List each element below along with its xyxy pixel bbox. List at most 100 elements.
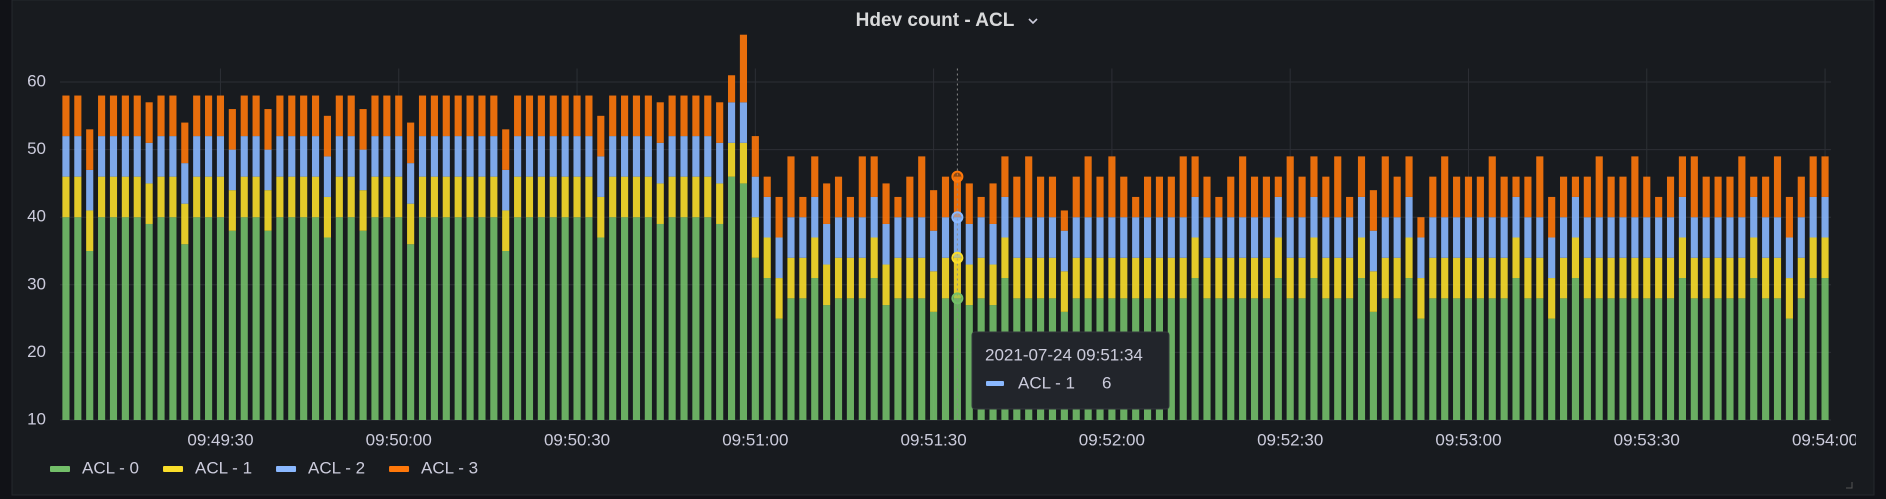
- bar-segment: [525, 217, 534, 420]
- bar-segment: [181, 122, 189, 164]
- bar-segment: [407, 122, 415, 164]
- bar-segment: [621, 136, 629, 177]
- bar-segment: [989, 183, 997, 224]
- bar-segment: [668, 136, 676, 177]
- bar-segment: [1310, 237, 1318, 279]
- bar-segment: [478, 136, 486, 177]
- bar-segment: [704, 176, 712, 218]
- bar-segment: [252, 95, 260, 137]
- bar-segment: [1286, 298, 1294, 420]
- bar-segment: [870, 156, 878, 197]
- bar-segment: [870, 278, 878, 420]
- bar-segment: [1643, 298, 1651, 420]
- bar-segment: [965, 223, 973, 265]
- bar-segment: [1369, 271, 1377, 312]
- bar-segment: [300, 136, 308, 177]
- bar-segment: [264, 149, 272, 191]
- bar-segment: [205, 176, 213, 218]
- bar-segment: [1785, 237, 1793, 279]
- bar-segment: [1346, 217, 1354, 258]
- bar-segment: [490, 95, 498, 137]
- bar-segment: [1571, 196, 1580, 238]
- bar-segment: [193, 95, 201, 137]
- bar-segment: [109, 176, 118, 218]
- bar-segment: [1476, 217, 1484, 258]
- bar-segment: [1084, 217, 1092, 258]
- bar-segment: [1655, 257, 1663, 299]
- bar-segment: [430, 217, 438, 420]
- bar-segment: [739, 142, 748, 184]
- bar-segment: [502, 251, 510, 420]
- bar-segment: [145, 142, 153, 184]
- bar-segment: [1096, 217, 1104, 258]
- bar-segment: [1512, 176, 1520, 197]
- bar-segment: [597, 196, 605, 238]
- legend-label[interactable]: ACL - 1: [195, 458, 252, 477]
- bar-segment: [1666, 298, 1675, 420]
- bar-segment: [216, 136, 225, 177]
- bar-segment: [846, 196, 854, 218]
- bar-segment: [1239, 156, 1247, 218]
- bar-segment: [609, 136, 617, 177]
- bar-segment: [716, 183, 724, 224]
- bar-segment: [1001, 237, 1009, 279]
- bar-segment: [1738, 298, 1746, 420]
- bar-segment: [1524, 217, 1532, 258]
- bar-segment: [1643, 176, 1651, 218]
- bar-segment: [1595, 217, 1603, 258]
- bar-segment: [1476, 298, 1484, 420]
- title-menu-icon[interactable]: [1028, 18, 1038, 25]
- bar-segment: [632, 136, 641, 177]
- bar-segment: [216, 176, 225, 218]
- bar-segment: [656, 223, 664, 420]
- bar-segment: [1203, 257, 1211, 299]
- bar-segment: [1417, 278, 1425, 319]
- bar-segment: [1155, 217, 1164, 258]
- bar-segment: [906, 257, 914, 299]
- bar-segment: [98, 176, 106, 218]
- bar-segment: [1619, 298, 1627, 420]
- chart-title[interactable]: Hdev count - ACL: [856, 10, 1015, 31]
- bar-segment: [502, 210, 510, 252]
- bar-segment: [537, 217, 545, 420]
- bar-segment: [1500, 298, 1508, 420]
- bar-segment: [133, 176, 141, 218]
- bar-segment: [133, 136, 141, 177]
- legend-label[interactable]: ACL - 0: [82, 458, 139, 477]
- bar-segment: [395, 176, 403, 218]
- bar-segment: [347, 136, 355, 177]
- bar-segment: [1357, 237, 1366, 279]
- bar-segment: [1120, 176, 1128, 218]
- bar-segment: [169, 136, 177, 177]
- legend-label[interactable]: ACL - 2: [308, 458, 365, 477]
- bar-segment: [918, 217, 926, 258]
- resize-handle[interactable]: [1846, 482, 1853, 489]
- bar-segment: [1512, 196, 1520, 238]
- bar-segment: [1346, 298, 1354, 420]
- bar-segment: [1369, 230, 1377, 272]
- bar-segment: [1655, 298, 1663, 420]
- bar-segment: [1084, 257, 1092, 299]
- bar-segment: [323, 156, 331, 197]
- bar-segment: [109, 95, 118, 137]
- bar-segment: [181, 163, 189, 204]
- legend-label[interactable]: ACL - 3: [421, 458, 478, 477]
- legend-swatch: [276, 466, 297, 472]
- bar-segment: [846, 257, 854, 299]
- bar-segment: [442, 176, 450, 218]
- bar-segment: [1762, 298, 1770, 420]
- bar-segment: [74, 217, 82, 420]
- bar-segment: [751, 217, 759, 258]
- bar-segment: [407, 203, 415, 245]
- bar-segment: [454, 95, 462, 137]
- bar-segment: [656, 183, 664, 224]
- bar-segment: [609, 176, 617, 218]
- bar-segment: [751, 136, 759, 177]
- bar-segment: [727, 142, 736, 177]
- bar-segment: [1357, 278, 1366, 420]
- bar-segment: [1714, 257, 1722, 299]
- bar-segment: [1025, 257, 1033, 299]
- bar-segment: [1607, 298, 1615, 420]
- bar-segment: [609, 217, 617, 420]
